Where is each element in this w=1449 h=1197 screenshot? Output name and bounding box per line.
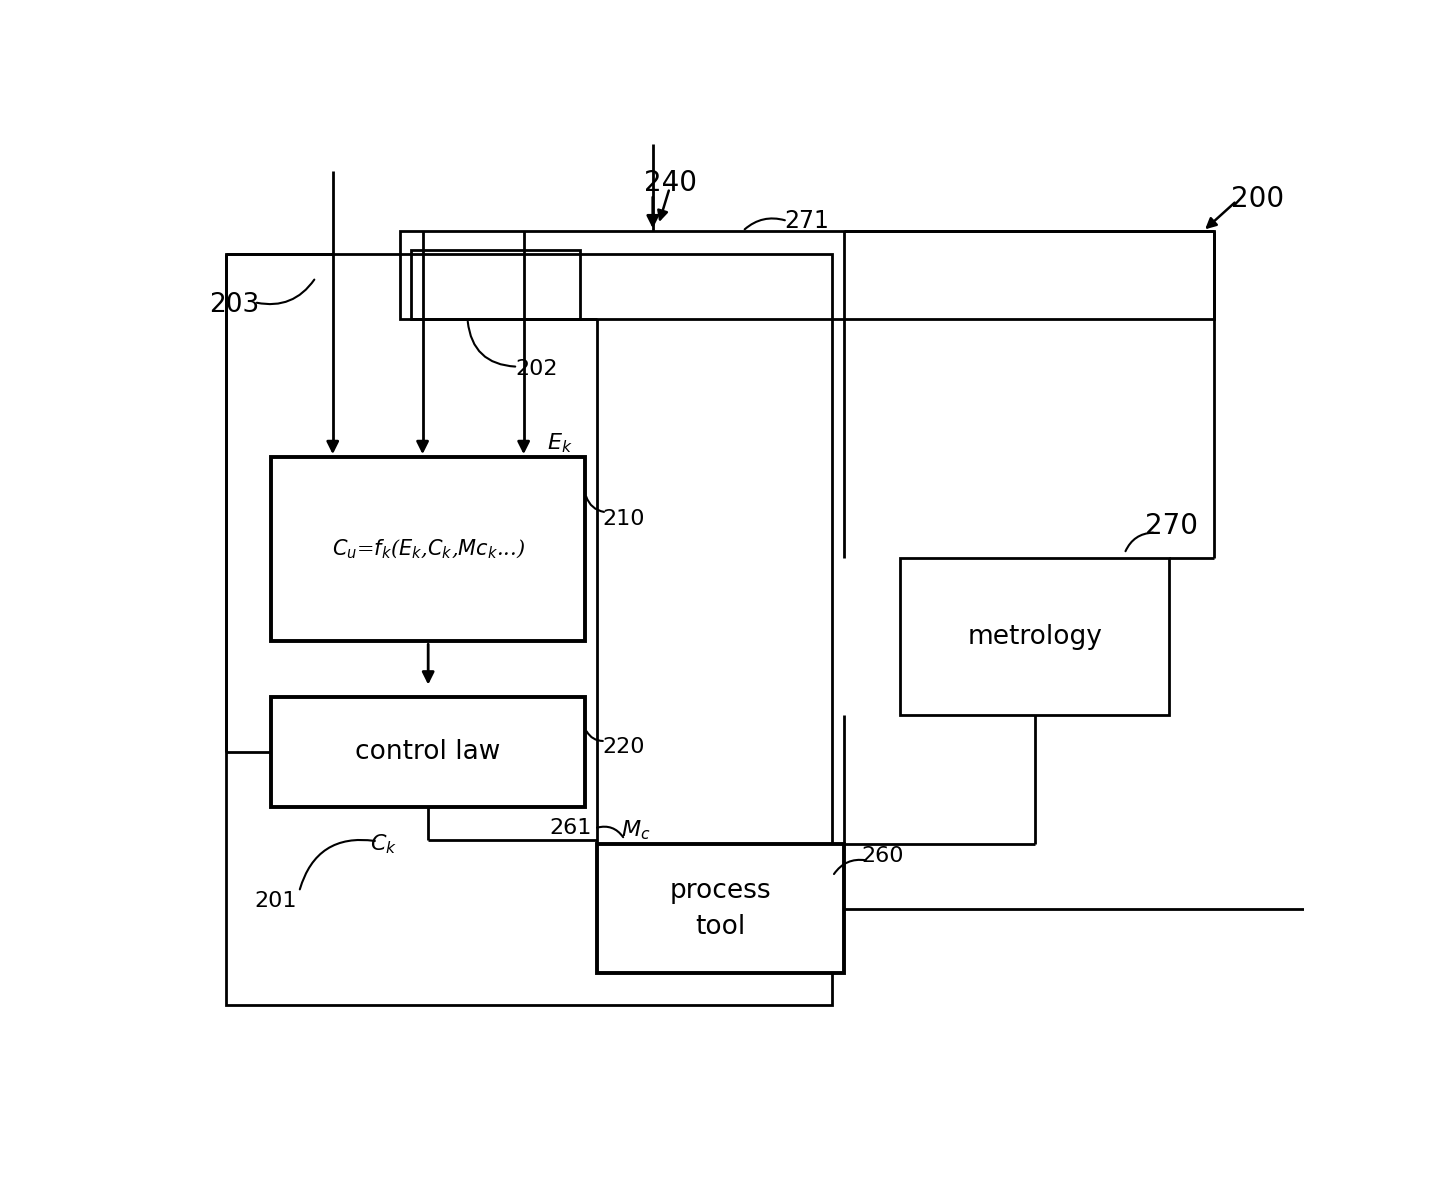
Text: 220: 220 [603,737,645,758]
Text: 271: 271 [784,209,829,233]
Text: metrology: metrology [966,624,1103,650]
Text: 203: 203 [209,292,259,318]
Text: $E_{k}$: $E_{k}$ [548,431,572,455]
Text: 261: 261 [549,818,591,838]
FancyBboxPatch shape [271,457,585,642]
Text: 201: 201 [254,892,297,911]
Text: 200: 200 [1232,186,1284,213]
Text: 240: 240 [643,169,697,198]
Text: $M_{c}$: $M_{c}$ [622,819,651,843]
Text: 202: 202 [516,359,558,379]
Text: 210: 210 [603,509,645,529]
Text: 270: 270 [1145,512,1198,540]
Text: $C_{u}$=$f_{k}$($E_{k}$,$C_{k}$,$Mc_{k}$...): $C_{u}$=$f_{k}$($E_{k}$,$C_{k}$,$Mc_{k}$… [332,537,525,560]
Text: 260: 260 [862,846,904,867]
Text: control law: control law [355,739,501,765]
FancyBboxPatch shape [271,697,585,807]
Text: $C_{k}$: $C_{k}$ [369,832,397,856]
FancyBboxPatch shape [900,558,1169,715]
Text: process
tool: process tool [669,877,771,940]
FancyBboxPatch shape [597,844,843,973]
